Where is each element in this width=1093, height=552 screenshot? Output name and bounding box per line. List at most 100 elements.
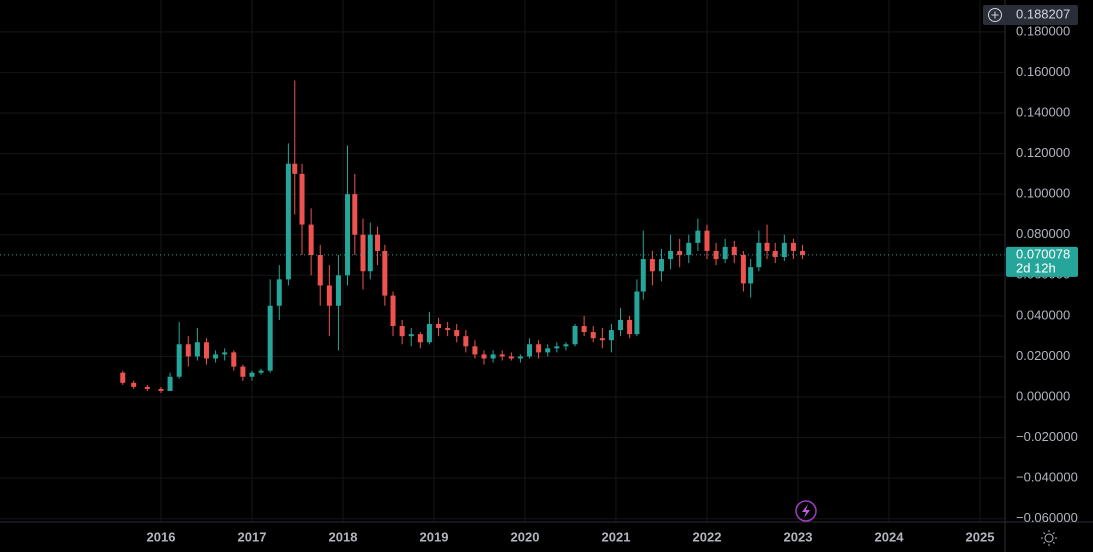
event-icon[interactable] — [795, 500, 817, 522]
candle-body — [185, 344, 191, 357]
candle-body — [267, 305, 273, 371]
crosshair-price-label: 0.188207 — [1016, 6, 1070, 21]
candle-body — [545, 348, 551, 353]
candle-body — [390, 295, 396, 327]
candle-body — [627, 319, 633, 335]
y-tick-label: −0.020000 — [1016, 429, 1078, 444]
candle-body — [781, 242, 787, 258]
y-tick-label: 0.100000 — [1016, 186, 1070, 201]
candle-body — [120, 372, 126, 383]
candle-body — [258, 370, 264, 373]
candle-body — [722, 246, 728, 260]
labels: −0.060000 −0.040000 −0.020000 0.000000 0.020… — [147, 5, 1078, 544]
candle-body — [335, 275, 341, 306]
candle-body — [445, 328, 451, 331]
x-tick-label: 2022 — [693, 529, 722, 544]
candle-body — [417, 334, 423, 343]
candle-body — [499, 354, 505, 357]
candle-body — [454, 330, 460, 337]
x-tick-label: 2016 — [147, 529, 176, 544]
candle-body — [634, 291, 640, 335]
candle-body — [408, 334, 414, 337]
x-tick-label: 2020 — [511, 529, 540, 544]
candle-body — [790, 242, 796, 251]
candle-body — [382, 250, 388, 296]
candle-body — [618, 319, 624, 331]
candle-body — [317, 255, 323, 286]
grid — [0, 0, 1005, 522]
y-tick-label: 0.140000 — [1016, 104, 1070, 119]
candle-body — [213, 354, 219, 359]
x-tick-label: 2018 — [329, 529, 358, 544]
last-price-label: 0.070078 — [1016, 246, 1070, 261]
x-tick-label: 2017 — [238, 529, 267, 544]
candle-body — [756, 242, 762, 268]
y-tick-label: −0.060000 — [1016, 510, 1078, 525]
candle-body — [299, 173, 305, 225]
candle-body — [508, 356, 514, 359]
y-tick-label: −0.040000 — [1016, 470, 1078, 485]
y-tick-label: 0.000000 — [1016, 388, 1070, 403]
x-tick-label: 2019 — [420, 529, 449, 544]
candle-body — [352, 194, 358, 235]
candle-body — [308, 224, 314, 256]
candle-body — [599, 338, 605, 341]
candle-body — [740, 255, 746, 284]
candle-body — [649, 259, 655, 272]
settings-icon[interactable] — [1041, 530, 1057, 546]
candle-body — [772, 250, 778, 258]
last-price-box — [1006, 246, 1078, 277]
plus-circle — [988, 8, 1002, 22]
crosshair-box — [983, 5, 1078, 25]
candle-body — [658, 259, 664, 272]
candle-body — [581, 326, 587, 333]
candle-body — [563, 344, 569, 347]
candle-body — [640, 259, 646, 292]
candle-body — [144, 386, 150, 389]
candles — [0, 80, 1005, 393]
candle-body — [695, 230, 701, 243]
candle-body — [517, 356, 523, 359]
plus-sign — [991, 11, 999, 19]
x-tick-label: 2023 — [784, 529, 813, 544]
candle-body — [399, 326, 405, 337]
add-alert-button[interactable] — [988, 8, 1002, 22]
candle-body — [194, 342, 200, 357]
candle-body — [748, 267, 754, 284]
candle-body — [158, 388, 164, 391]
candle-body — [800, 250, 806, 256]
candle-body — [527, 344, 533, 357]
x-tick-label: 2021 — [602, 529, 631, 544]
candle-body — [176, 344, 182, 377]
candle-body — [554, 346, 560, 349]
candle-body — [536, 344, 542, 353]
candle-body — [590, 332, 596, 339]
candle-body — [731, 246, 737, 256]
candle-body — [276, 279, 282, 306]
candle-body — [436, 323, 442, 329]
candle-body — [481, 354, 487, 359]
y-tick-label: 0.160000 — [1016, 64, 1070, 79]
y-tick-label: 0.180000 — [1016, 23, 1070, 38]
candle-body — [167, 376, 173, 391]
candle-body — [608, 330, 614, 341]
y-tick-label: 0.120000 — [1016, 145, 1070, 160]
candle-body — [249, 372, 255, 377]
candle-body — [222, 352, 228, 355]
x-tick-label: 2025 — [966, 529, 995, 544]
candle-body — [285, 163, 291, 280]
candle-body — [131, 382, 137, 387]
candle-body — [360, 234, 366, 272]
candle-body — [463, 336, 469, 347]
candle-body — [677, 250, 683, 256]
y-tick-label: 0.080000 — [1016, 226, 1070, 241]
candle-body — [704, 230, 710, 251]
candle-body — [375, 234, 381, 251]
candle-body — [231, 352, 237, 367]
candle-body — [686, 242, 692, 256]
x-tick-label: 2024 — [875, 529, 905, 544]
candle-body — [764, 242, 770, 251]
candle-body — [472, 346, 478, 355]
